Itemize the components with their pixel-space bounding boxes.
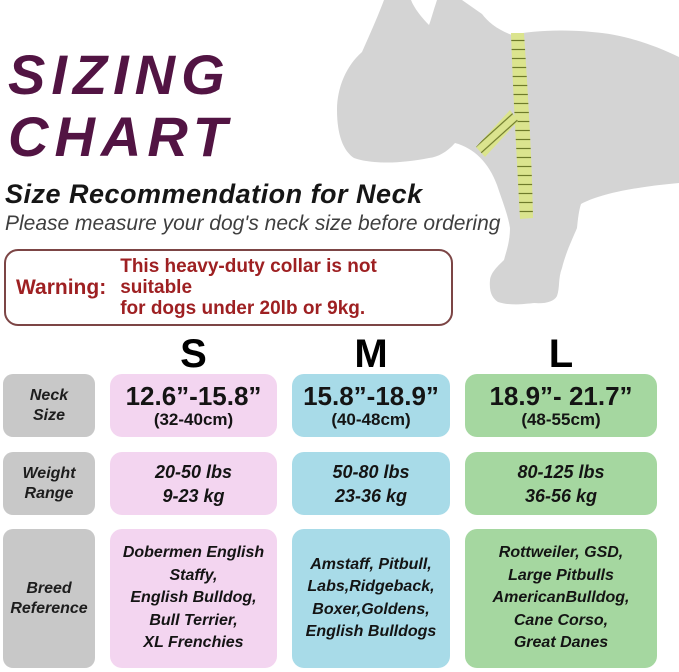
size-header-s: S: [180, 332, 207, 376]
page-title-line2: CHART: [8, 105, 233, 168]
dog-body-shape: [337, 0, 679, 305]
breed-reference-cell-m: Amstaff, Pitbull, Labs,Ridgeback, Boxer,…: [292, 529, 450, 668]
breed-reference-s-value: Dobermen English Staffy, English Bulldog…: [122, 544, 265, 652]
weight-range-m-value: 50-80 lbs 23-36 kg: [332, 461, 410, 506]
size-header-l: L: [548, 332, 574, 376]
neck-size-cell-l: 18.9”- 21.7” (48-55cm): [465, 374, 657, 437]
neck-size-l-inches: 18.9”- 21.7”: [489, 381, 633, 411]
page-title-line1: SIZING: [8, 43, 231, 106]
weight-range-row: Weight Range 20-50 lbs 9-23 kg 50-80 lbs…: [3, 452, 657, 515]
weight-range-s-value: 20-50 lbs 9-23 kg: [154, 461, 233, 506]
neck-size-row: Neck Size 12.6”-15.8” (32-40cm) 15.8”-18…: [3, 374, 657, 437]
row-label-neck-size: Neck Size: [3, 374, 95, 437]
breed-reference-row: Breed Reference Dobermen English Staffy,…: [3, 529, 657, 668]
size-header-m: M: [354, 332, 388, 376]
warning-text: This heavy-duty collar is not suitable f…: [120, 256, 377, 319]
neck-size-cell-m: 15.8”-18.9” (40-48cm): [292, 374, 450, 437]
warning-box: Warning: This heavy-duty collar is not s…: [4, 249, 453, 326]
weight-range-l-value: 80-125 lbs 36-56 kg: [517, 461, 605, 506]
page-title: SIZING CHART: [8, 44, 233, 168]
row-label-weight-range: Weight Range: [3, 452, 95, 515]
neck-size-s-cm: (32-40cm): [153, 410, 234, 429]
weight-range-cell-l: 80-125 lbs 36-56 kg: [465, 452, 657, 515]
dog-illustration: [334, 0, 679, 310]
breed-reference-cell-l: Rottweiler, GSD, Large Pitbulls American…: [465, 529, 657, 668]
size-header-row: S M L: [3, 332, 657, 376]
neck-size-s-inches: 12.6”-15.8”: [125, 381, 262, 411]
breed-reference-l-value: Rottweiler, GSD, Large Pitbulls American…: [492, 544, 630, 652]
dog-silhouette-icon: [337, 0, 679, 305]
neck-size-cell-s: 12.6”-15.8” (32-40cm): [110, 374, 277, 437]
neck-size-l-cm: (48-55cm): [521, 410, 601, 429]
warning-label: Warning:: [16, 275, 107, 299]
breed-reference-cell-s: Dobermen English Staffy, English Bulldog…: [110, 529, 277, 668]
corner-spacer: [3, 336, 95, 372]
breed-reference-m-value: Amstaff, Pitbull, Labs,Ridgeback, Boxer,…: [305, 555, 437, 641]
measuring-tape-icon: [476, 33, 533, 219]
subtitle: Size Recommendation for Neck: [5, 179, 423, 209]
neck-size-m-cm: (40-48cm): [331, 410, 411, 429]
measure-note: Please measure your dog's neck size befo…: [5, 212, 501, 235]
weight-range-cell-m: 50-80 lbs 23-36 kg: [292, 452, 450, 515]
neck-size-m-inches: 15.8”-18.9”: [303, 381, 439, 411]
weight-range-cell-s: 20-50 lbs 9-23 kg: [110, 452, 277, 515]
row-label-breed-reference: Breed Reference: [3, 529, 95, 668]
